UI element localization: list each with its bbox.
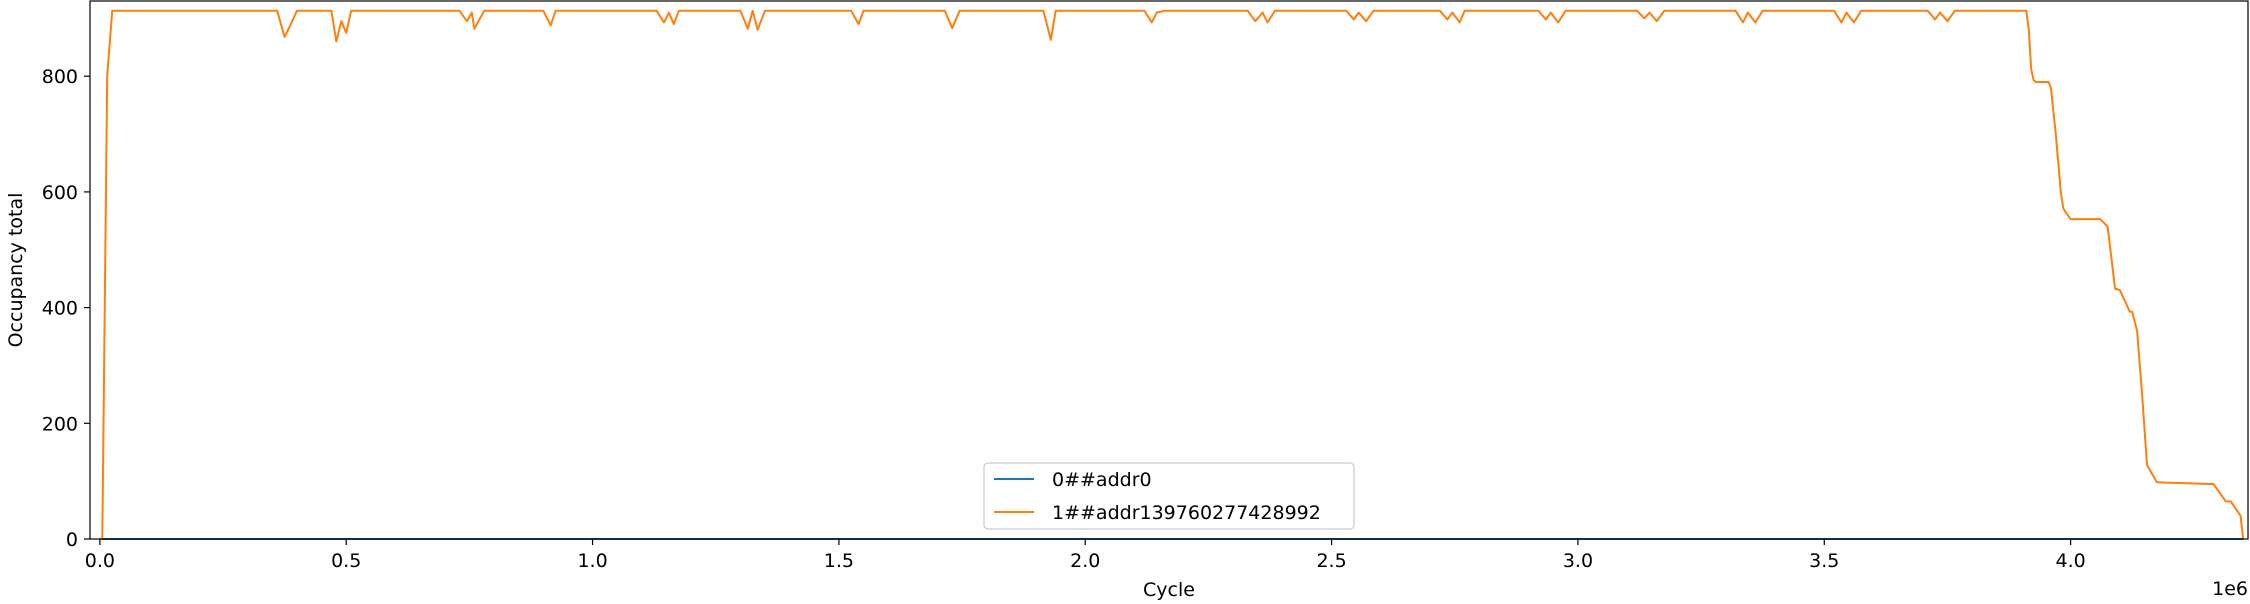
x-tick-label: 3.0	[1563, 550, 1593, 572]
series-line-1	[99, 9, 2245, 540]
legend-label: 1##addr139760277428992	[1052, 502, 1321, 524]
y-tick-label: 0	[66, 529, 78, 551]
legend-box	[983, 462, 1355, 530]
x-axis-offset-label: 1e6	[2212, 578, 2248, 600]
x-tick-label: 1.5	[824, 550, 854, 572]
y-tick-label: 800	[42, 66, 78, 88]
x-tick-label: 2.0	[1070, 550, 1100, 572]
y-tick-label: 600	[42, 182, 78, 204]
x-tick-label: 2.5	[1316, 550, 1346, 572]
x-tick-label: 0.0	[85, 550, 115, 572]
y-axis: 0 200 400 600 800	[42, 66, 90, 551]
y-axis-label: Occupancy total	[5, 193, 27, 348]
x-tick-label: 0.5	[331, 550, 361, 572]
x-axis: 0.0 0.5 1.0 1.5 2.0 2.5 3.0 3.5 4.0	[85, 539, 2086, 572]
series-layer	[99, 9, 2245, 540]
x-tick-label: 1.0	[577, 550, 607, 572]
legend: 0##addr0 1##addr139760277428992	[983, 462, 1355, 530]
y-tick-label: 400	[42, 298, 78, 320]
x-axis-label: Cycle	[1143, 579, 1195, 600]
plot-frame	[89, 0, 2249, 540]
x-tick-label: 3.5	[1809, 550, 1839, 572]
x-tick-label: 4.0	[2056, 550, 2086, 572]
legend-label: 0##addr0	[1052, 469, 1152, 491]
y-tick-label: 200	[42, 413, 78, 435]
